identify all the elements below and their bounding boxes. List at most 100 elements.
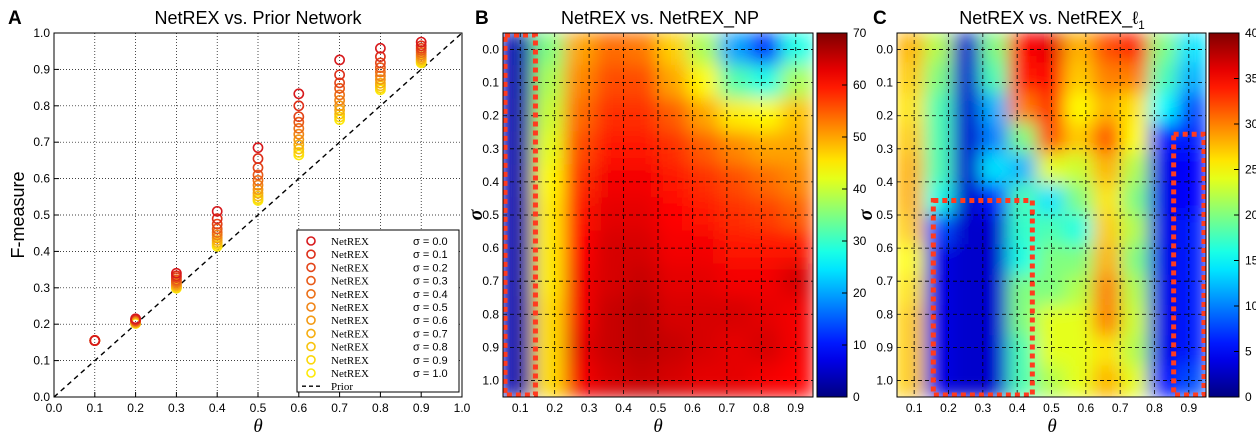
data-point <box>374 77 386 89</box>
heatmap-cell <box>980 62 1011 95</box>
colorbar-tick-label: 30 <box>853 234 867 248</box>
heatmap-cell <box>1064 92 1095 125</box>
panel-b-label: B <box>475 8 489 29</box>
heatmap-cell <box>1008 92 1039 125</box>
panel-a-legend: NetREX σ = 0.0 NetREX σ = 0.1 NetREX σ = 0.2 N… <box>296 229 460 393</box>
heatmap-cell <box>1064 123 1095 156</box>
heatmap-cell <box>533 33 566 68</box>
heatmap-cell <box>952 183 983 216</box>
heatmap-cell <box>924 33 955 65</box>
heatmap-cell <box>781 362 813 397</box>
panel-c-xlabel: θ <box>1047 416 1056 435</box>
legend-sigma: σ = 0.0 <box>413 236 448 248</box>
data-point <box>374 42 386 54</box>
data-point <box>293 134 305 146</box>
heatmap-cell <box>688 362 721 397</box>
data-point <box>334 82 345 94</box>
heatmap-cell <box>1148 33 1179 65</box>
legend-label: NetREX <box>331 368 369 380</box>
heatmap-cell <box>1148 92 1179 125</box>
heatmap-cell <box>952 305 983 338</box>
heatmap-cell <box>1176 153 1206 186</box>
y-tick-label: 0.6 <box>33 172 50 186</box>
heatmap-cell <box>503 33 535 68</box>
heatmap-cell <box>1176 305 1206 338</box>
data-point <box>334 100 345 112</box>
data-point <box>252 187 264 199</box>
heatmap-cell <box>1064 183 1095 216</box>
heatmap-cell <box>897 33 927 65</box>
x-tick-label: 0.8 <box>753 401 770 415</box>
y-tick-label: 0.0 <box>876 43 893 57</box>
legend-label: NetREX <box>331 249 369 261</box>
heatmap-cell <box>1176 335 1206 368</box>
x-tick-label: 0.9 <box>787 401 804 415</box>
data-point <box>170 267 182 279</box>
y-tick-label: 0.3 <box>876 142 893 156</box>
data-point <box>334 69 345 81</box>
panel-a-title: NetREX vs. Prior Network <box>154 8 362 28</box>
heatmap-cell <box>1176 274 1206 307</box>
legend-marker <box>306 249 316 259</box>
heatmap-smooth <box>897 33 1206 397</box>
data-point <box>334 77 345 89</box>
data-point <box>252 153 264 164</box>
data-point <box>211 205 223 217</box>
legend-sigma: σ = 0.2 <box>413 262 448 274</box>
x-tick-label: 0.7 <box>1112 401 1129 415</box>
heatmap-cell <box>952 123 983 156</box>
x-tick-label: 0.3 <box>168 401 185 415</box>
legend-label: NetREX <box>331 236 369 248</box>
heatmap-cell <box>952 365 983 397</box>
heatmap-cell <box>897 305 927 338</box>
heatmap-cell <box>1008 33 1039 65</box>
heatmap-cell <box>595 33 628 68</box>
heatmap-cell <box>952 244 983 277</box>
x-tick-label: 0.6 <box>290 401 307 415</box>
colorbar-tick-label: 0 <box>853 390 860 404</box>
heatmap-cell <box>1008 335 1039 368</box>
heatmap-cell <box>1120 92 1151 125</box>
legend-sigma: σ = 1.0 <box>413 368 448 380</box>
heatmap-cell <box>1120 244 1151 277</box>
colorbar-tick-label: 35 <box>1245 72 1256 86</box>
y-tick-label: 0.9 <box>33 62 50 76</box>
heatmap-cell <box>1064 33 1095 65</box>
panel-c-label: C <box>873 8 887 29</box>
heatmap-cell <box>897 183 927 216</box>
heatmap-cell <box>897 92 927 125</box>
heatmap-cell <box>503 362 535 397</box>
x-tick-label: 0.7 <box>719 401 736 415</box>
heatmap-cell <box>952 274 983 307</box>
y-tick-label: 0.2 <box>33 317 50 331</box>
data-point <box>293 139 305 151</box>
heatmap-cell <box>1176 214 1206 247</box>
legend-marker <box>306 302 316 312</box>
legend-label: NetREX <box>331 289 369 301</box>
panel-a-label: A <box>8 8 22 29</box>
heatmap-cell <box>897 244 927 277</box>
panel-b-frame <box>502 32 814 398</box>
heatmap-cell <box>980 92 1011 125</box>
x-tick-label: 0.9 <box>1180 401 1197 415</box>
panel-c-highlight <box>930 131 1207 398</box>
data-point <box>334 108 345 120</box>
y-tick-label: 1.0 <box>876 373 893 387</box>
x-tick-label: 0.2 <box>546 401 563 415</box>
heatmap-cell <box>897 123 927 156</box>
y-tick-label: 0.8 <box>876 307 893 321</box>
heatmap-cell <box>980 365 1011 397</box>
y-tick-label: 0.8 <box>33 99 50 113</box>
x-tick-label: 0.1 <box>906 401 923 415</box>
heatmap-cell <box>1176 92 1206 125</box>
heatmap-cell <box>1092 305 1123 338</box>
panel-b-highlight <box>502 32 538 398</box>
heatmap-cell <box>1092 33 1123 65</box>
data-point <box>293 122 305 134</box>
x-tick-label: 0.3 <box>974 401 991 415</box>
x-tick-label: 0.9 <box>413 401 430 415</box>
colorbar-tick-label: 0 <box>1245 390 1252 404</box>
data-point <box>415 40 427 52</box>
colorbar-tick-label: 15 <box>1245 254 1256 268</box>
